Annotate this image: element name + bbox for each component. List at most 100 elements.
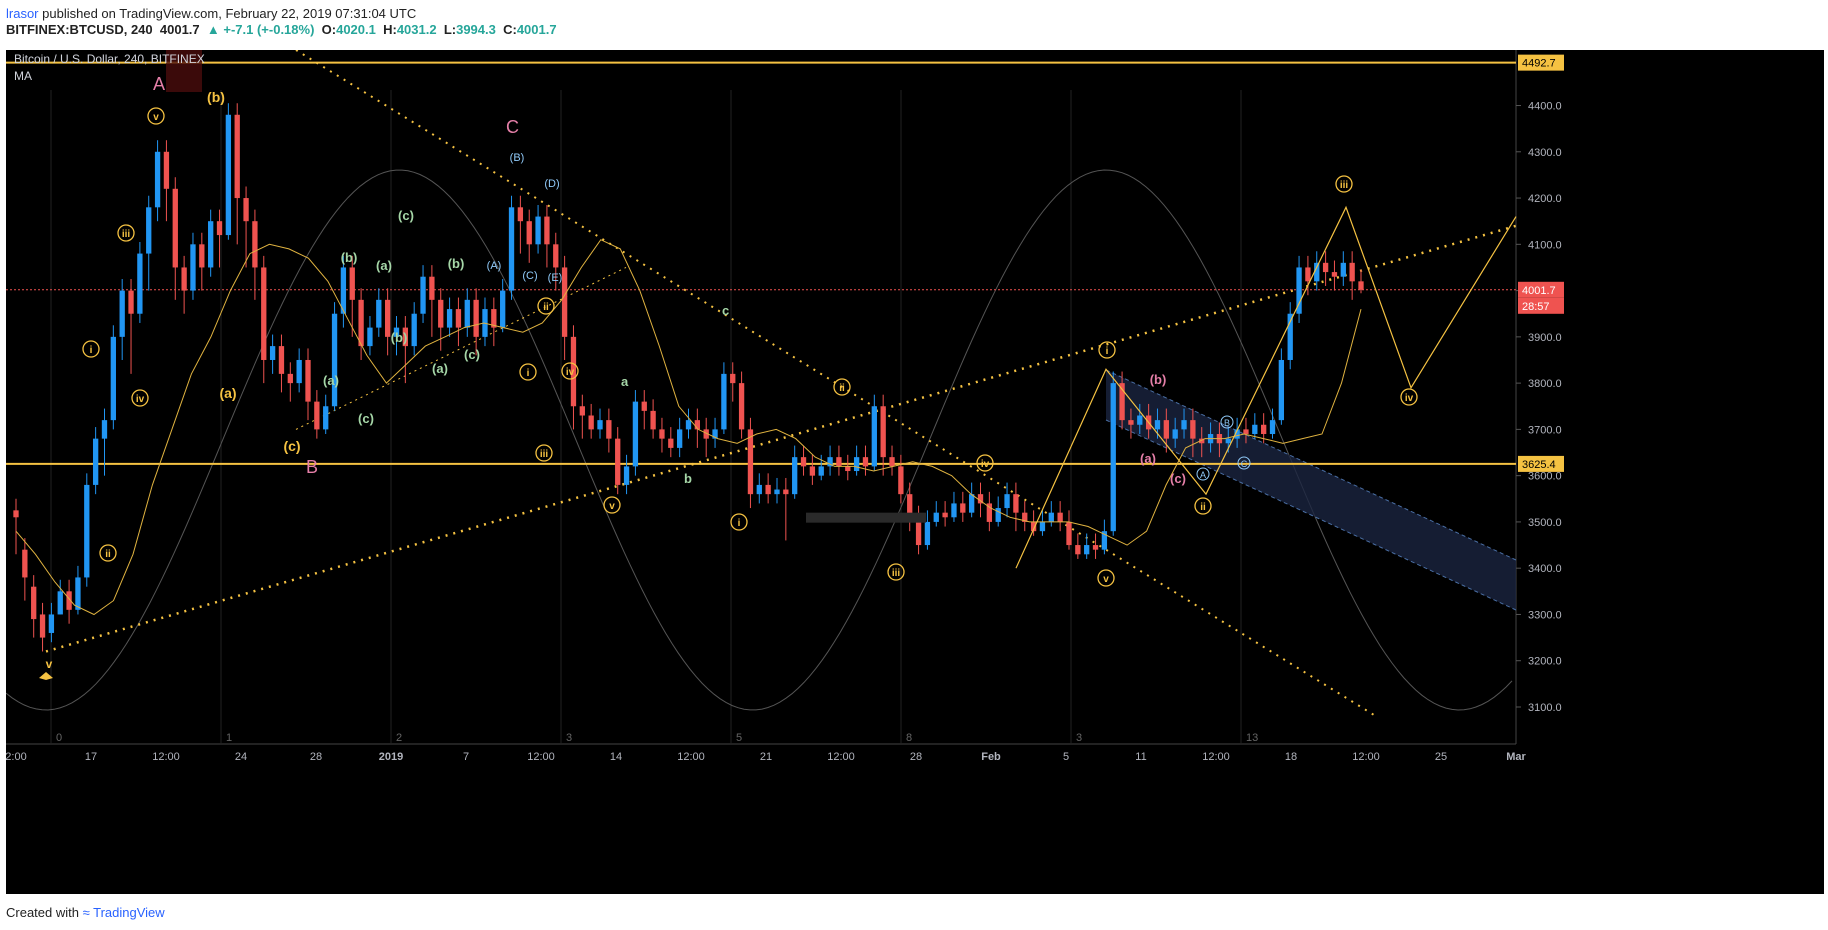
x-tick-label: Mar [1506,751,1526,763]
candle-body [915,517,922,546]
publish-info: lrasor published on TradingView.com, Feb… [6,6,416,21]
candle-body [208,221,214,268]
candle-body [491,309,497,328]
wave-circle [1097,569,1115,587]
channel-upper [1105,369,1517,561]
countdown-tag-bg [1518,297,1564,314]
candle-body [792,457,798,495]
wave-i-4: i [1106,346,1109,357]
series-legend-title: Bitcoin / U.S. Dollar, 240, BITFINEX [14,52,205,66]
candle-body [66,591,72,610]
candle-body [367,327,373,347]
wave-ii-2: ii [543,302,549,313]
minor-wave-label: (b) [391,330,408,345]
x-tick-label: 12:00 [677,751,705,763]
candle-body [597,420,603,430]
wave-ii-3: ii [839,383,845,394]
candle-body [623,466,630,485]
chart-pane[interactable]: 3100.0 3200.0 3300.0 3400.0 3500.0 3600.0 3700… [5,49,1824,894]
candle-body [376,299,382,328]
wave-circle [1400,388,1418,406]
x-tick-label: 12:00 [827,751,855,763]
candle-body [172,188,178,268]
corrective-circle [1196,467,1210,481]
minor-wave-label: (a) [376,258,392,273]
wave-circle [1335,175,1353,193]
wave-label-a: (a) [219,385,236,401]
candle-body [349,267,355,300]
candle-body [101,420,108,439]
wave-iii-3: iii [892,568,901,579]
candle-body [977,494,984,504]
candle-body [1349,262,1355,282]
candle-body [13,510,19,518]
last-price: 4001.7 [159,22,200,37]
wave-E-blue: (E) [548,272,563,284]
candle-body [163,151,170,189]
candle-body [1358,281,1364,290]
y-tick-label: 3600.0 [1528,471,1562,483]
y-tick-label: 3900.0 [1528,332,1562,344]
candle-body [827,457,833,467]
wave-a-green: a [621,374,629,389]
candle-body [632,401,639,467]
countdown-tag: 28:57 [1522,301,1550,313]
candle-body [1022,512,1028,522]
wave-iv-2: iv [566,367,575,378]
candle-body [1287,313,1293,360]
y-tick-label: 4100.0 [1528,239,1562,251]
open-label: O: [321,22,337,37]
descending-trendline [295,49,1377,718]
candle-body [898,466,904,495]
wave-iii-2: iii [540,449,549,460]
high-label: H: [383,22,397,37]
candle-body [588,415,594,430]
candle-body [1331,272,1338,277]
author-link[interactable]: lrasor [6,6,39,21]
wave-v-low: v [46,657,53,671]
wave-label-c: (c) [283,438,300,454]
indicator-legend[interactable]: MA [14,69,32,83]
candle-body [393,327,400,337]
candle-body [119,290,125,337]
candle-body [1278,359,1285,421]
candle-body [1110,383,1116,532]
wave-label-B: B [306,457,318,477]
y-tick-label: 4200.0 [1528,193,1562,205]
candle-body [199,244,205,268]
x-tick-label: 12:00 [1202,751,1230,763]
candle-body [960,503,966,513]
corrective-circle [1237,456,1251,470]
candle-body [809,466,816,476]
candle-body [358,299,364,347]
candle-body [429,276,435,300]
x-tick-label: 14 [610,751,622,763]
x-tick-label: 5 [1063,751,1069,763]
wave-circle [131,389,149,407]
wave-B-blue: (B) [510,152,525,164]
wave-circle [561,362,579,380]
wedge-line [295,267,627,430]
candle-body [473,299,479,337]
wave-ii-4: ii [1200,502,1206,513]
candle-body [836,457,842,467]
candle-body [907,494,913,518]
candle-body [924,521,931,546]
minor-wave-label: (c) [464,347,480,362]
candle-body [402,327,408,347]
candle-body [668,438,674,448]
ohlc-bar: BITFINEX:BTCUSD, 240 4001.7 ▲ +-7.1 (+-0… [6,22,557,37]
candle-body [756,484,762,495]
cycle-number: 3 [1076,732,1082,744]
candle-body [128,290,134,314]
wave-A-blue: (A) [487,260,502,272]
candle-body [615,438,621,485]
tradingview-link[interactable]: TradingView [93,905,165,920]
wave-circle [535,444,553,462]
candle-body [1057,512,1063,522]
price-chart[interactable]: 3100.0 3200.0 3300.0 3400.0 3500.0 3600.0 3700… [5,49,1824,894]
wave-circle [519,363,537,381]
candle-body [1322,262,1329,273]
corrective-circle [1220,415,1234,429]
candle-body [190,244,196,291]
